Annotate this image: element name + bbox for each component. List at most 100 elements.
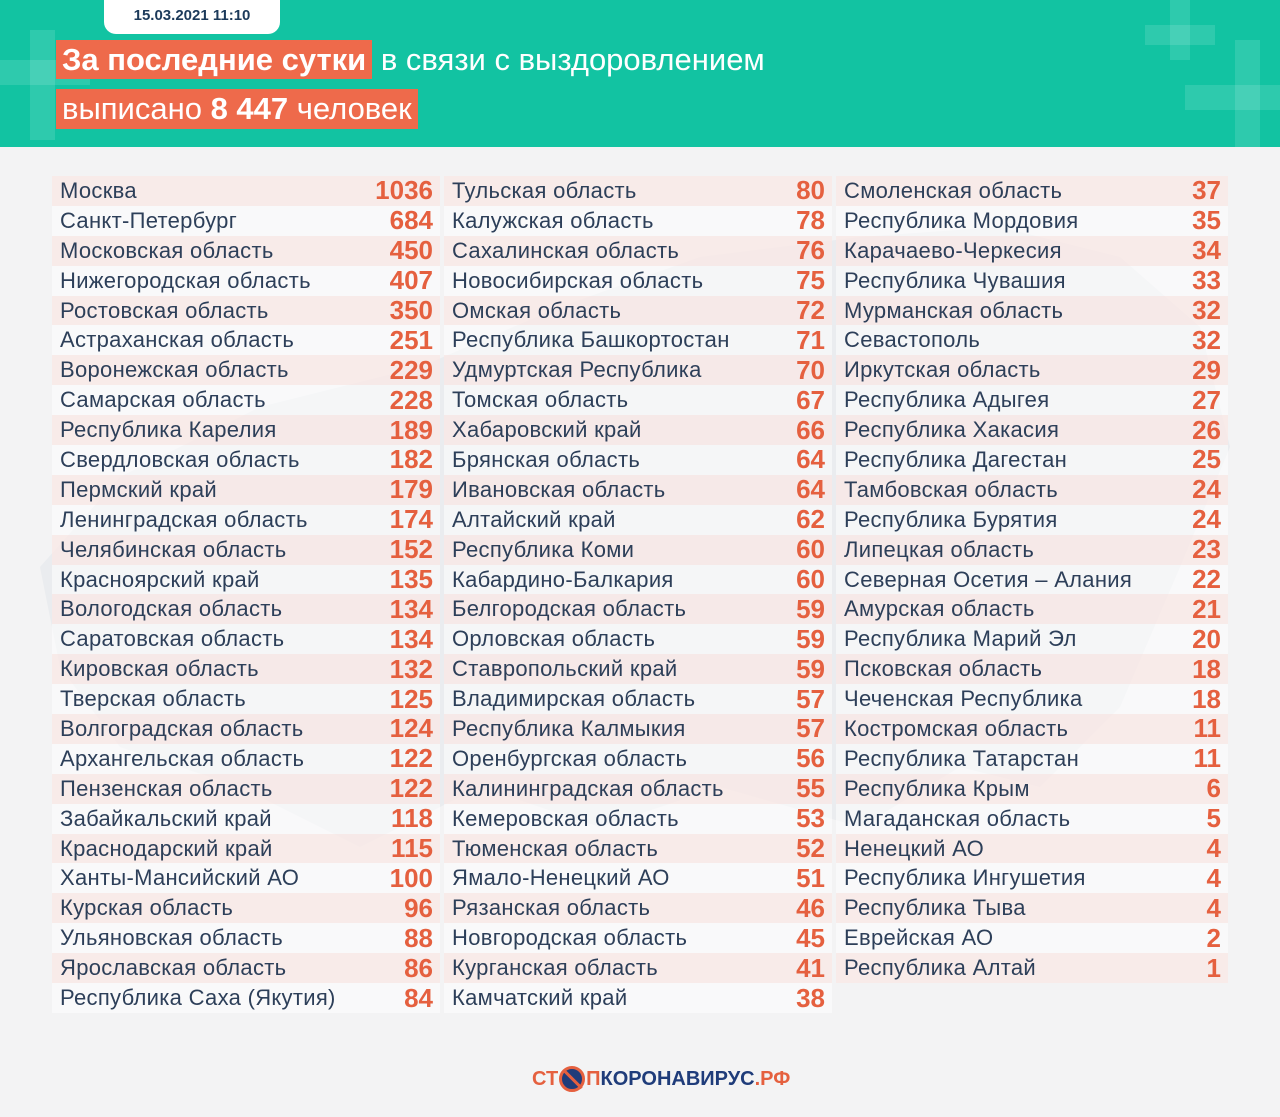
region-name: Хабаровский край [452, 417, 642, 443]
table-row: Красноярский край 135 [52, 564, 440, 595]
region-name: Пензенская область [60, 775, 273, 801]
recovered-count: 350 [389, 295, 433, 326]
table-row: Белгородская область 59 [444, 594, 832, 625]
region-name: Карачаево-Черкесия [844, 237, 1062, 263]
region-name: Амурская область [844, 596, 1035, 622]
column-2: Тульская область 80 Калужская область 78 Сах… [444, 175, 832, 1013]
region-name: Мурманская область [844, 297, 1064, 323]
recovered-count: 4 [1206, 892, 1221, 923]
recovered-count: 229 [389, 354, 433, 385]
region-name: Тульская область [452, 177, 637, 203]
region-name: Ростовская область [60, 297, 269, 323]
recovered-count: 57 [796, 713, 825, 744]
recovered-count: 62 [796, 504, 825, 535]
recovered-count: 80 [796, 175, 825, 206]
region-name: Чеченская Республика [844, 686, 1083, 712]
region-name: Нижегородская область [60, 267, 311, 293]
recovered-count: 21 [1192, 593, 1221, 624]
recovered-count: 135 [389, 564, 433, 595]
table-row: Республика Калмыкия 57 [444, 713, 832, 744]
table-row: Ленинградская область 174 [52, 504, 440, 535]
region-name: Липецкая область [844, 536, 1035, 562]
table-row: Ямало-Ненецкий АО 51 [444, 863, 832, 894]
region-name: Астраханская область [60, 327, 295, 353]
recovered-count: 24 [1192, 504, 1221, 535]
recovered-count: 32 [1192, 295, 1221, 326]
table-row: Воронежская область 229 [52, 354, 440, 386]
table-row: Амурская область 21 [836, 593, 1228, 625]
region-name: Тверская область [60, 686, 247, 712]
table-row: Республика Чувашия 33 [836, 265, 1228, 296]
recovered-count: 57 [796, 683, 825, 714]
region-name: Кемеровская область [452, 805, 679, 831]
region-name: Республика Чувашия [844, 267, 1066, 293]
logo-text: .РФ [754, 1067, 791, 1090]
table-row: Томская область 67 [444, 384, 832, 416]
table-row: Чеченская Республика 18 [836, 684, 1228, 715]
table-row: Республика Ингушетия 4 [836, 863, 1228, 894]
recovered-count: 34 [1192, 235, 1221, 266]
region-name: Республика Бурятия [844, 506, 1058, 532]
region-name: Алтайский край [452, 506, 616, 532]
recovered-count: 1 [1206, 952, 1221, 983]
table-row: Алтайский край 62 [444, 504, 832, 535]
region-name: Республика Хакасия [844, 417, 1060, 443]
table-row: Ярославская область 86 [52, 953, 440, 984]
recovered-count: 134 [389, 593, 433, 624]
recovered-count: 67 [796, 384, 825, 415]
table-row: Северная Осетия – Алания 22 [836, 564, 1228, 595]
recovered-count: 407 [389, 265, 433, 296]
region-name: Республика Крым [844, 775, 1030, 801]
region-name: Новосибирская область [452, 267, 704, 293]
table-row: Свердловская область 182 [52, 444, 440, 475]
recovered-count: 41 [796, 952, 825, 983]
table-row: Челябинская область 152 [52, 534, 440, 565]
recovered-count: 64 [796, 444, 825, 475]
recovered-count: 84 [404, 982, 433, 1013]
table-row: Ненецкий АО 4 [836, 833, 1228, 864]
table-row: Республика Алтай 1 [836, 952, 1228, 984]
region-name: Республика Ингушетия [844, 865, 1086, 891]
table-row: Мурманская область 32 [836, 295, 1228, 326]
region-name: Республика Карелия [60, 417, 277, 443]
table-row: Республика Крым 6 [836, 773, 1228, 804]
recovered-count: 122 [389, 773, 433, 804]
recovered-count: 20 [1192, 623, 1221, 654]
table-row: Тамбовская область 24 [836, 474, 1228, 505]
region-name: Волгоградская область [60, 715, 304, 741]
recovered-count: 228 [389, 384, 433, 415]
region-name: Ульяновская область [60, 925, 284, 951]
region-name: Ставропольский край [452, 656, 678, 682]
recovered-count: 179 [389, 474, 433, 505]
region-name: Пермский край [60, 476, 218, 502]
recovered-count: 60 [796, 534, 825, 565]
table-row: Республика Бурятия 24 [836, 504, 1228, 535]
recovered-count: 4 [1206, 833, 1221, 864]
table-row: Удмуртская Республика 70 [444, 355, 832, 386]
recovered-count: 189 [389, 414, 433, 445]
recovered-count: 38 [796, 982, 825, 1013]
region-name: Калужская область [452, 207, 654, 233]
title-highlight: За последние сутки [62, 42, 367, 77]
recovered-count: 125 [389, 683, 433, 714]
table-row: Ивановская область 64 [444, 474, 832, 505]
table-row: Волгоградская область 124 [52, 713, 440, 744]
region-name: Северная Осетия – Алания [844, 566, 1133, 592]
title-rest: в связи с выздоровлением [372, 42, 765, 77]
region-name: Магаданская область [844, 805, 1071, 831]
region-name: Удмуртская Республика [452, 357, 702, 383]
table-row: Республика Башкортостан 71 [444, 325, 832, 356]
table-row: Саратовская область 134 [52, 624, 440, 655]
stopkoronavirus-logo: СТ П КОРОНАВИРУС .РФ [532, 1066, 790, 1092]
region-name: Омская область [452, 297, 622, 323]
table-row: Курганская область 41 [444, 952, 832, 984]
recovered-count: 60 [796, 564, 825, 595]
table-row: Санкт-Петербург 684 [52, 205, 440, 236]
table-row: Иркутская область 29 [836, 355, 1228, 386]
recovered-count: 118 [391, 803, 433, 834]
recovered-count: 6 [1206, 773, 1221, 804]
region-name: Калининградская область [452, 775, 724, 801]
table-row: Карачаево-Черкесия 34 [836, 235, 1228, 266]
table-row: Астраханская область 251 [52, 325, 440, 356]
table-row: Еврейская АО 2 [836, 923, 1228, 954]
